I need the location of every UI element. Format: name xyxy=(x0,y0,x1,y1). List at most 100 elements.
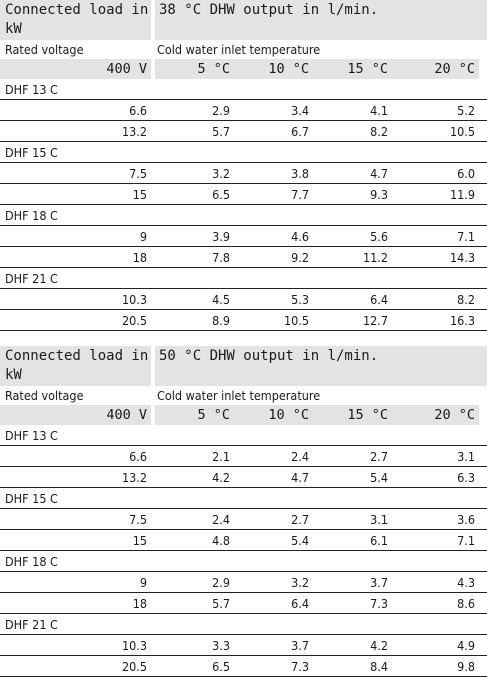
model-name-row: DHF 21 C xyxy=(0,268,487,289)
header-gap xyxy=(151,346,155,386)
output-value-cell: 6.1 xyxy=(370,533,388,548)
output-value-cell: 14.3 xyxy=(449,250,475,265)
output-value-cell: 5.2 xyxy=(457,103,475,118)
connected-load-cell: 15 xyxy=(132,533,147,548)
output-value-cell: 16.3 xyxy=(449,313,475,328)
output-value-cell: 4.1 xyxy=(370,103,388,118)
dhw-output-table-38c: Connected load in kW 38 °C DHW output in … xyxy=(0,0,487,331)
output-value-cell: 4.3 xyxy=(457,575,475,590)
temperature-column-header: 5 °C xyxy=(155,405,234,425)
connected-load-cell: 9 xyxy=(139,229,147,244)
table-row: 20.5 8.9 10.5 12.7 16.3 xyxy=(0,310,487,331)
subheader-row: Rated voltage Cold water inlet temperatur… xyxy=(0,40,487,59)
output-value-cell: 3.2 xyxy=(291,575,309,590)
output-value-cell: 8.6 xyxy=(457,596,475,611)
table-row: 6.6 2.1 2.4 2.7 3.1 xyxy=(0,446,487,467)
connected-load-cell: 13.2 xyxy=(121,124,147,139)
connected-load-cell: 20.5 xyxy=(121,313,147,328)
output-value-cell: 8.4 xyxy=(370,659,388,674)
output-value-cell: 4.7 xyxy=(370,166,388,181)
output-value-cell: 2.9 xyxy=(212,103,230,118)
model-name-row: DHF 21 C xyxy=(0,614,487,635)
output-value-cell: 7.3 xyxy=(291,659,309,674)
output-value-cell: 3.4 xyxy=(291,103,309,118)
dhw-output-header: 38 °C DHW output in l/min. xyxy=(155,0,487,40)
table-row: 9 2.9 3.2 3.7 4.3 xyxy=(0,572,487,593)
output-value-cell: 5.4 xyxy=(370,470,388,485)
connected-load-cell: 7.5 xyxy=(129,166,147,181)
output-value-cell: 3.1 xyxy=(370,512,388,527)
output-value-cell: 12.7 xyxy=(362,313,388,328)
inlet-temperature-label: Cold water inlet temperature xyxy=(157,388,321,403)
temperature-column-header: 10 °C xyxy=(234,59,313,79)
header-gap xyxy=(151,0,155,40)
table-row: 13.2 4.2 4.7 5.4 6.3 xyxy=(0,467,487,488)
temperature-column-header: 15 °C xyxy=(313,59,392,79)
table-row: 7.5 3.2 3.8 4.7 6.0 xyxy=(0,163,487,184)
output-value-cell: 7.8 xyxy=(212,250,230,265)
output-value-cell: 4.5 xyxy=(212,292,230,307)
connected-load-cell: 18 xyxy=(132,250,147,265)
connected-load-cell: 15 xyxy=(132,187,147,202)
model-name-row: DHF 13 C xyxy=(0,425,487,446)
dhw-output-table-50c: Connected load in kW 50 °C DHW output in … xyxy=(0,346,487,677)
output-value-cell: 8.2 xyxy=(457,292,475,307)
dhw-output-header: 50 °C DHW output in l/min. xyxy=(155,346,487,386)
connected-load-cell: 6.6 xyxy=(129,103,147,118)
output-value-cell: 3.8 xyxy=(291,166,309,181)
output-value-cell: 5.4 xyxy=(291,533,309,548)
model-name-row: DHF 18 C xyxy=(0,551,487,572)
output-value-cell: 8.2 xyxy=(370,124,388,139)
output-value-cell: 3.3 xyxy=(212,638,230,653)
output-value-cell: 4.8 xyxy=(212,533,230,548)
connected-load-cell: 7.5 xyxy=(129,512,147,527)
output-value-cell: 11.2 xyxy=(362,250,388,265)
output-value-cell: 3.9 xyxy=(212,229,230,244)
output-value-cell: 2.4 xyxy=(212,512,230,527)
table-row: 9 3.9 4.6 5.6 7.1 xyxy=(0,226,487,247)
voltage-column-header: 400 V xyxy=(0,59,151,79)
output-value-cell: 6.4 xyxy=(370,292,388,307)
table-row: 6.6 2.9 3.4 4.1 5.2 xyxy=(0,100,487,121)
output-value-cell: 4.7 xyxy=(291,470,309,485)
connected-load-header: Connected load in kW xyxy=(0,346,151,386)
output-value-cell: 3.6 xyxy=(457,512,475,527)
output-value-cell: 2.4 xyxy=(291,449,309,464)
connected-load-cell: 13.2 xyxy=(121,470,147,485)
output-value-cell: 7.3 xyxy=(370,596,388,611)
output-value-cell: 4.6 xyxy=(291,229,309,244)
output-value-cell: 7.7 xyxy=(291,187,309,202)
model-name-row: DHF 13 C xyxy=(0,79,487,100)
output-value-cell: 5.6 xyxy=(370,229,388,244)
output-value-cell: 6.0 xyxy=(457,166,475,181)
output-value-cell: 3.2 xyxy=(212,166,230,181)
output-value-cell: 7.1 xyxy=(457,533,475,548)
table-row: 15 4.8 5.4 6.1 7.1 xyxy=(0,530,487,551)
rated-voltage-label: Rated voltage xyxy=(5,388,84,403)
table-row: 18 7.8 9.2 11.2 14.3 xyxy=(0,247,487,268)
table-header: Connected load in kW 38 °C DHW output in … xyxy=(0,0,487,40)
table-row: 7.5 2.4 2.7 3.1 3.6 xyxy=(0,509,487,530)
output-value-cell: 7.1 xyxy=(457,229,475,244)
output-value-cell: 6.7 xyxy=(291,124,309,139)
output-value-cell: 2.7 xyxy=(370,449,388,464)
output-value-cell: 4.2 xyxy=(370,638,388,653)
output-value-cell: 6.5 xyxy=(212,187,230,202)
output-value-cell: 3.7 xyxy=(291,638,309,653)
connected-load-cell: 18 xyxy=(132,596,147,611)
output-value-cell: 4.9 xyxy=(457,638,475,653)
output-value-cell: 11.9 xyxy=(449,187,475,202)
output-value-cell: 9.3 xyxy=(370,187,388,202)
column-gap xyxy=(151,405,155,425)
table-header: Connected load in kW 50 °C DHW output in … xyxy=(0,346,487,386)
output-value-cell: 4.2 xyxy=(212,470,230,485)
model-name-row: DHF 18 C xyxy=(0,205,487,226)
table-row: 18 5.7 6.4 7.3 8.6 xyxy=(0,593,487,614)
voltage-column-header: 400 V xyxy=(0,405,151,425)
inlet-temperature-label: Cold water inlet temperature xyxy=(157,42,321,57)
subheader-row: Rated voltage Cold water inlet temperatur… xyxy=(0,386,487,405)
connected-load-cell: 10.3 xyxy=(121,292,147,307)
connected-load-cell: 20.5 xyxy=(121,659,147,674)
